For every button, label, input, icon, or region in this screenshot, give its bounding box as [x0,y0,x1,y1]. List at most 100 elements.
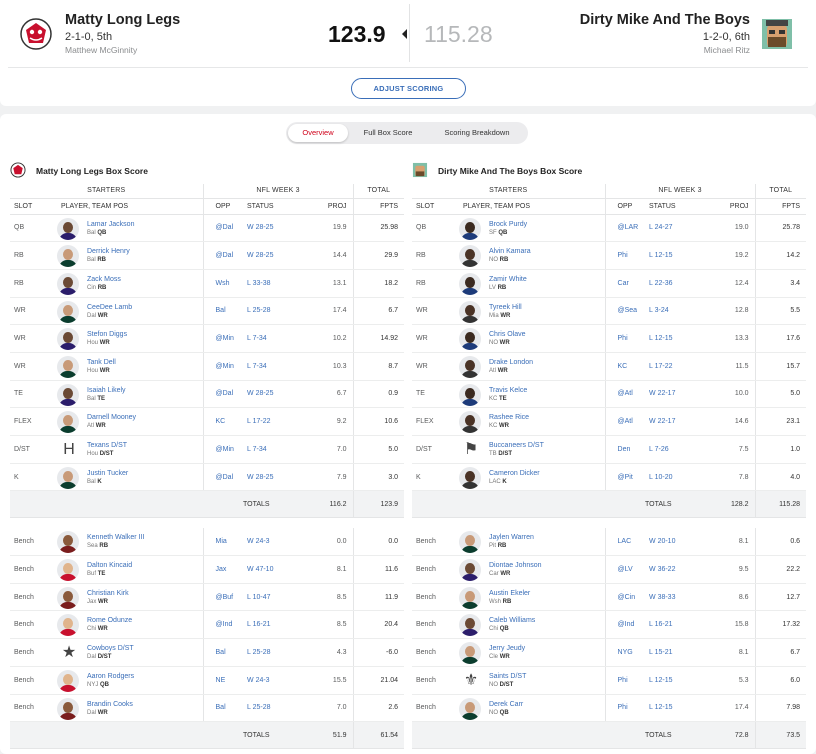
away-team-name[interactable]: Dirty Mike And The Boys [579,12,750,28]
player-name-link[interactable]: Saints D/ST [489,672,527,680]
player-name-link[interactable]: Darnell Mooney [87,414,137,422]
opponent-link[interactable]: @Sea [604,297,646,326]
away-team-owner[interactable]: Michael Ritz [703,45,750,55]
player-name-link[interactable]: Lamar Jackson [87,220,135,228]
player-name-link[interactable]: Alvin Kamara [489,248,531,256]
player-headshot[interactable] [459,245,481,268]
game-status-link[interactable]: W 36-22 [645,555,720,584]
player-name-link[interactable]: Zack Moss [87,275,121,283]
player-headshot[interactable] [57,272,79,295]
game-status-link[interactable]: L 25-28 [243,638,318,667]
player-headshot[interactable] [57,559,79,582]
player-headshot[interactable] [459,614,481,637]
game-status-link[interactable]: L 12-15 [645,241,720,270]
opponent-link[interactable]: Phi [604,241,646,270]
opponent-link[interactable]: NYG [604,638,646,667]
opponent-link[interactable]: @Buf [202,583,244,612]
opponent-link[interactable]: @LV [604,555,646,584]
player-headshot[interactable] [57,383,79,406]
opponent-link[interactable]: Bal [202,638,244,667]
player-name-link[interactable]: Dalton Kincaid [87,562,133,570]
player-headshot[interactable] [459,383,481,406]
opponent-link[interactable]: Den [604,435,646,464]
game-status-link[interactable]: L 7-26 [645,435,720,464]
game-status-link[interactable]: W 28-25 [243,380,318,409]
player-name-link[interactable]: Aaron Rodgers [87,672,135,680]
player-headshot[interactable] [459,217,481,240]
player-name-link[interactable]: Derrick Henry [87,248,130,256]
player-headshot[interactable] [459,697,481,720]
game-status-link[interactable]: W 24-3 [243,527,318,557]
game-status-link[interactable]: L 24-27 [645,214,720,243]
opponent-link[interactable]: @Ind [202,610,244,640]
opponent-link[interactable]: @Pit [604,463,646,492]
opponent-link[interactable]: @Min [202,324,244,353]
game-status-link[interactable]: L 10-20 [645,463,720,492]
player-name-link[interactable]: Justin Tucker [87,469,129,477]
game-status-link[interactable]: L 7-34 [243,435,318,464]
game-status-link[interactable]: L 7-34 [243,352,318,381]
player-name-link[interactable]: Buccaneers D/ST [489,442,544,449]
game-status-link[interactable]: W 47-10 [243,555,318,584]
player-name-link[interactable]: Rome Odunze [87,617,133,625]
player-headshot[interactable] [57,411,79,434]
opponent-link[interactable]: @Atl [604,380,646,409]
opponent-link[interactable]: Car [604,269,646,298]
player-name-link[interactable]: Austin Ekeler [489,589,531,597]
player-headshot[interactable] [459,530,481,553]
game-status-link[interactable]: L 15-21 [645,638,720,667]
opponent-link[interactable]: Jax [202,555,244,584]
player-name-link[interactable]: Drake London [489,358,533,366]
game-status-link[interactable]: W 22-17 [645,380,720,409]
game-status-link[interactable]: L 12-15 [645,694,720,723]
game-status-link[interactable]: L 16-21 [645,610,720,640]
opponent-link[interactable]: LAC [604,527,646,557]
game-status-link[interactable]: L 16-21 [243,610,318,640]
player-headshot[interactable] [459,328,481,351]
player-headshot[interactable] [57,300,79,323]
game-status-link[interactable]: L 25-28 [243,297,318,326]
player-headshot[interactable] [57,328,79,351]
game-status-link[interactable]: L 22-36 [645,269,720,298]
player-headshot[interactable] [459,559,481,582]
opponent-link[interactable]: KC [604,352,646,381]
game-status-link[interactable]: L 17-22 [645,352,720,381]
game-status-link[interactable]: L 17-22 [243,407,318,436]
player-headshot[interactable] [459,300,481,323]
player-headshot[interactable] [57,245,79,268]
game-status-link[interactable]: W 28-25 [243,463,318,492]
team-logo-matty[interactable] [19,17,53,51]
tab-full-box-score[interactable]: Full Box Score [363,128,413,137]
opponent-link[interactable]: @Cin [604,583,646,612]
player-headshot[interactable] [459,272,481,295]
player-name-link[interactable]: Tank Dell [87,358,116,366]
game-status-link[interactable]: W 28-25 [243,241,318,270]
game-status-link[interactable]: L 25-28 [243,694,318,723]
player-name-link[interactable]: Cowboys D/ST [87,645,134,653]
opponent-link[interactable]: Phi [604,694,646,723]
opponent-link[interactable]: Bal [202,297,244,326]
game-status-link[interactable]: L 3-24 [645,297,720,326]
game-status-link[interactable]: L 33-38 [243,269,318,298]
opponent-link[interactable]: @Ind [604,610,646,640]
player-name-link[interactable]: Zamir White [489,275,527,283]
opponent-link[interactable]: @LAR [604,214,646,243]
opponent-link[interactable]: KC [202,407,244,436]
player-headshot[interactable] [459,355,481,378]
opponent-link[interactable]: Wsh [202,269,244,298]
opponent-link[interactable]: Mia [202,527,244,557]
home-team-name[interactable]: Matty Long Legs [65,12,181,28]
player-name-link[interactable]: Cameron Dicker [489,469,540,477]
adjust-scoring-button[interactable]: ADJUST SCORING [351,78,466,99]
player-name-link[interactable]: Brock Purdy [489,220,528,228]
game-status-link[interactable]: W 38-33 [645,583,720,612]
tab-scoring-breakdown[interactable]: Scoring Breakdown [444,128,510,137]
player-name-link[interactable]: Brandin Cooks [87,700,133,708]
tab-overview[interactable]: Overview [288,124,348,142]
player-headshot[interactable] [459,642,481,665]
opponent-link[interactable]: Phi [604,324,646,353]
game-status-link[interactable]: L 10-47 [243,583,318,612]
player-headshot[interactable] [57,355,79,378]
player-name-link[interactable]: Tyreek Hill [489,303,522,311]
player-headshot[interactable] [57,697,79,720]
